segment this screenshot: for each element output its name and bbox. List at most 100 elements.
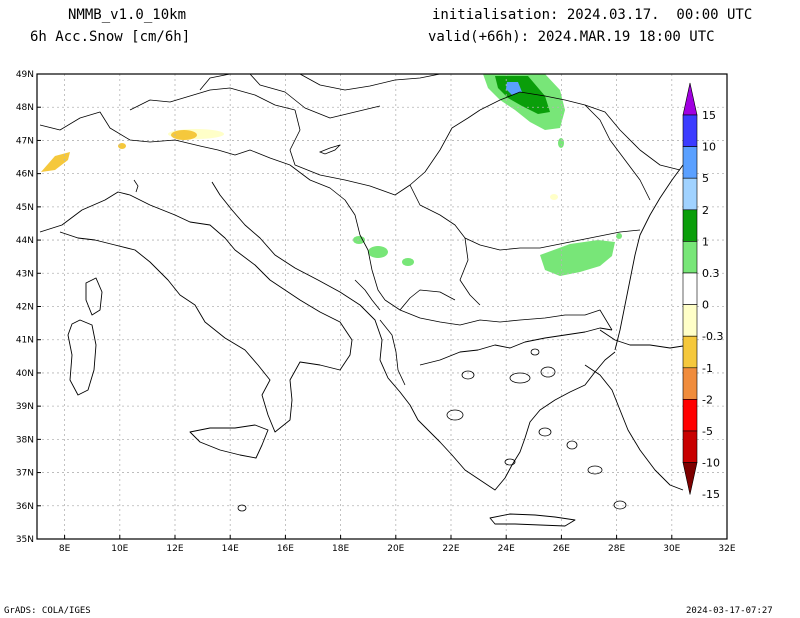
- snow-area-carpathians-peak: [506, 82, 522, 95]
- lon-label: 10E: [111, 544, 128, 554]
- colorbar-segment: [682, 304, 698, 337]
- border-serbia-bulgaria: [459, 237, 481, 306]
- border-kosovo-macedonia: [399, 289, 456, 311]
- island-outline: [461, 370, 475, 380]
- lat-label: 43N: [16, 269, 34, 279]
- lat-label: 40N: [16, 369, 34, 379]
- model-title: NMMB_v1.0_10km: [68, 7, 187, 23]
- aegean-north-coastline: [419, 327, 613, 366]
- colorbar-label: 5: [702, 172, 709, 185]
- snow-area-serbia-2: [368, 246, 388, 258]
- colorbar-label: -15: [702, 488, 720, 501]
- snow-field-layer: [41, 74, 622, 276]
- border-serbia-romania: [409, 184, 641, 251]
- colorbar-label: -2: [702, 393, 713, 406]
- colorbar: 15 10 5 2 1 0.3 0 -0.3 -1 -2 -5 -10 -15: [682, 82, 723, 501]
- lakes-layer: [133, 144, 341, 193]
- border-macedonia-greece: [384, 299, 613, 331]
- lon-label: 8E: [59, 544, 71, 554]
- lon-label: 14E: [222, 544, 239, 554]
- valid-time: valid(+66h): 2024.MAR.19 18:00 UTC: [428, 29, 715, 45]
- lat-label: 35N: [16, 535, 34, 545]
- border-czech: [199, 73, 381, 119]
- colorbar-label: 0: [702, 299, 709, 312]
- island-outline: [509, 372, 531, 384]
- lon-label: 12E: [166, 544, 183, 554]
- colorbar-bottom-arrow: [682, 462, 698, 495]
- latitude-labels: 49N 48N 47N 46N 45N 44N 43N 42N 41N 40N 39N 38N 37N 3…: [16, 70, 41, 545]
- colorbar-segment: [682, 272, 698, 305]
- colorbar-segment: [682, 209, 698, 242]
- island-outline: [538, 427, 552, 437]
- lon-label: 28E: [608, 544, 625, 554]
- colorbar-label: -5: [702, 425, 713, 438]
- sicily-coastline: [189, 424, 269, 459]
- border-austria-north: [129, 87, 296, 111]
- colorbar-label: 1: [702, 235, 709, 248]
- field-title: 6h Acc.Snow [cm/6h]: [30, 29, 191, 45]
- lat-label: 48N: [16, 103, 34, 113]
- lat-label: 39N: [16, 402, 34, 412]
- corsica-coastline: [85, 277, 103, 316]
- colorbar-label: -10: [702, 457, 720, 470]
- lat-label: 42N: [16, 303, 34, 313]
- border-croatia-serbia: [289, 164, 386, 301]
- border-hungary: [289, 109, 481, 196]
- snow-area-bulgaria: [540, 240, 615, 276]
- melt-area-alps-spot: [118, 143, 126, 149]
- colorbar-segment: [682, 430, 698, 463]
- border-belarus-poland: [299, 73, 441, 91]
- border-albania: [379, 319, 406, 386]
- island-outline: [446, 409, 464, 421]
- colorbar-label: -1: [702, 362, 713, 375]
- lat-label: 44N: [16, 236, 34, 246]
- island-outline: [540, 366, 556, 378]
- colorbar-segment: [682, 146, 698, 179]
- italy-coastline: [39, 191, 353, 433]
- colorbar-segment: [682, 114, 698, 147]
- melt-area-alps-core: [171, 130, 197, 140]
- snow-area-serbia-3: [402, 258, 414, 266]
- snow-area-bulgaria-spot: [616, 233, 622, 239]
- longitude-labels: 8E 10E 12E 14E 16E 18E 20E 22E 24E 26E 28E 30E 32E: [59, 535, 736, 554]
- coastline-layer: [39, 164, 684, 527]
- colorbar-segment: [682, 177, 698, 211]
- lat-label: 37N: [16, 469, 34, 479]
- turkey-coastline: [599, 329, 684, 349]
- lon-label: 32E: [718, 544, 735, 554]
- colorbar-segment: [682, 241, 698, 274]
- colorbar-segment: [682, 399, 698, 432]
- lon-label: 18E: [332, 544, 349, 554]
- lat-label: 38N: [16, 435, 34, 445]
- colorbar-segment: [682, 367, 698, 400]
- crete-coastline: [489, 513, 576, 527]
- lon-label: 20E: [387, 544, 404, 554]
- init-time: initialisation: 2024.03.17. 00:00 UTC: [432, 7, 753, 23]
- island-outline: [566, 440, 578, 450]
- island-outline: [613, 500, 627, 510]
- lat-label: 47N: [16, 136, 34, 146]
- colorbar-label: 10: [702, 141, 716, 154]
- country-borders: [39, 73, 681, 386]
- lon-label: 24E: [498, 544, 515, 554]
- colorbar-label: 2: [702, 204, 709, 217]
- credit-text: GrADS: COLA/IGES: [4, 606, 91, 616]
- lon-label: 22E: [442, 544, 459, 554]
- lat-label: 41N: [16, 336, 34, 346]
- turkey-aegean-coastline: [584, 364, 684, 491]
- lat-label: 49N: [16, 70, 34, 80]
- island-outline: [587, 465, 603, 475]
- border-montenegro: [354, 279, 381, 311]
- island-outline: [530, 348, 540, 356]
- lon-label: 26E: [553, 544, 570, 554]
- colorbar-label: -0.3: [702, 330, 723, 343]
- island-outline: [504, 458, 516, 466]
- colorbar-top-arrow: [682, 82, 698, 116]
- colorbar-segment: [682, 335, 698, 369]
- lon-label: 16E: [277, 544, 294, 554]
- balkan-adriatic-coastline: [211, 181, 616, 491]
- lat-label: 46N: [16, 170, 34, 180]
- grid-lines: [37, 74, 727, 539]
- sardinia-coastline: [67, 319, 97, 396]
